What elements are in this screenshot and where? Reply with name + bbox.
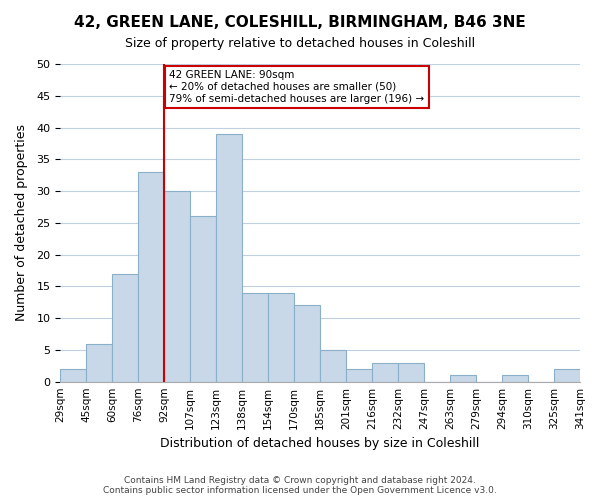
Bar	[450, 376, 476, 382]
Bar	[216, 134, 242, 382]
Bar	[60, 369, 86, 382]
Bar	[294, 306, 320, 382]
Bar	[346, 369, 372, 382]
Bar	[320, 350, 346, 382]
Bar	[398, 362, 424, 382]
Text: 42 GREEN LANE: 90sqm
← 20% of detached houses are smaller (50)
79% of semi-detac: 42 GREEN LANE: 90sqm ← 20% of detached h…	[169, 70, 424, 104]
Text: 42, GREEN LANE, COLESHILL, BIRMINGHAM, B46 3NE: 42, GREEN LANE, COLESHILL, BIRMINGHAM, B…	[74, 15, 526, 30]
X-axis label: Distribution of detached houses by size in Coleshill: Distribution of detached houses by size …	[160, 437, 480, 450]
Bar	[554, 369, 580, 382]
Bar	[112, 274, 138, 382]
Bar	[242, 292, 268, 382]
Bar	[190, 216, 216, 382]
Y-axis label: Number of detached properties: Number of detached properties	[15, 124, 28, 322]
Bar	[268, 292, 294, 382]
Bar	[138, 172, 164, 382]
Bar	[372, 362, 398, 382]
Bar	[86, 344, 112, 382]
Text: Size of property relative to detached houses in Coleshill: Size of property relative to detached ho…	[125, 38, 475, 51]
Bar	[164, 191, 190, 382]
Bar	[502, 376, 528, 382]
Text: Contains HM Land Registry data © Crown copyright and database right 2024.
Contai: Contains HM Land Registry data © Crown c…	[103, 476, 497, 495]
